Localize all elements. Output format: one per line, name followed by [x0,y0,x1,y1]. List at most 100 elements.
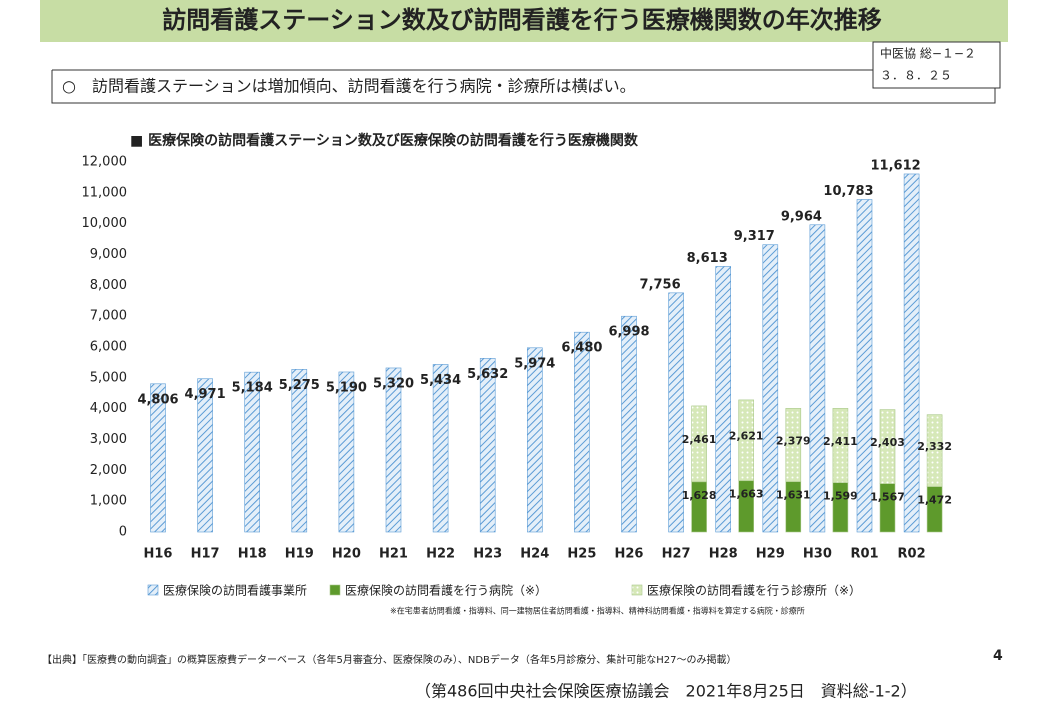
bar [809,224,826,533]
bar [668,292,684,533]
bar [244,371,260,533]
source: 【出典】「医療費の動向調査」の概算医療費データーベース（各年5月審査分、医療保険… [42,653,737,666]
bar [926,414,943,487]
data-label: 2,332 [917,440,952,453]
data-label: 7,756 [640,277,681,292]
legend-label: 医療保険の訪問看護を行う病院（※） [345,583,547,598]
x-tick-label: H28 [709,547,738,562]
bar [879,409,896,484]
page-number: 4 [993,648,1003,664]
bar [526,347,543,533]
y-tick-label: 10,000 [82,216,128,231]
data-label: 5,320 [373,376,414,391]
bar [785,408,802,483]
data-label: 5,632 [467,367,508,382]
data-label: 1,628 [682,489,717,502]
data-label: 5,434 [420,373,461,388]
y-tick-label: 8,000 [90,278,127,293]
x-tick-label: H30 [803,547,832,562]
x-tick-label: H20 [332,547,361,562]
data-label: 4,806 [137,392,178,407]
data-label: 1,472 [917,494,952,507]
bar [832,408,849,483]
data-label: 2,621 [729,429,764,442]
data-label: 9,964 [781,209,822,224]
x-tick-label: H16 [144,547,173,562]
data-label: 6,998 [608,325,649,340]
y-tick-label: 3,000 [90,432,127,447]
y-tick-label: 6,000 [90,340,127,355]
data-label: 5,275 [279,378,320,393]
x-tick-label: H21 [379,547,408,562]
bar [291,369,308,533]
bar [691,405,707,483]
x-tick-label: H23 [473,547,502,562]
data-label: 8,613 [687,251,728,266]
y-tick-label: 1,000 [90,494,127,509]
data-label: 11,612 [871,158,921,173]
legend-label: 医療保険の訪問看護事業所 [163,583,307,598]
x-tick-label: R01 [850,547,878,562]
data-label: 2,411 [823,435,858,448]
data-label: 5,190 [326,380,367,395]
legend-swatch [147,584,159,596]
meeting-box-line: 中医協 総−１−２ [880,46,976,61]
bar [762,244,779,533]
y-tick-label: 4,000 [90,401,127,416]
summary-box [51,69,996,104]
citation: （第486回中央社会保険医療協議会 2021年8月25日 資料総-1-2） [415,682,917,701]
bar [738,399,755,482]
data-label: 6,480 [561,341,602,356]
legend-swatch [631,584,643,596]
data-label: 1,599 [823,490,858,503]
data-label: 2,403 [870,436,905,449]
page-title: 訪問看護ステーション数及び訪問看護を行う医療機関数の年次推移 [162,6,882,34]
x-tick-label: H18 [238,547,267,562]
x-tick-label: H24 [520,547,549,562]
data-label: 1,631 [776,489,811,502]
x-tick-label: H29 [756,547,785,562]
bar [621,315,637,533]
y-tick-label: 0 [119,525,127,540]
bar [574,331,590,533]
y-tick-label: 7,000 [90,309,127,324]
x-tick-label: H26 [615,547,644,562]
meeting-box [872,41,1001,89]
data-label: 2,379 [776,434,811,447]
x-tick-label: H19 [285,547,314,562]
chart-title: ■ 医療保険の訪問看護ステーション数及び医療保険の訪問看護を行う医療機関数 [130,132,639,149]
y-tick-label: 5,000 [90,370,127,385]
bar [856,199,873,533]
y-tick-label: 11,000 [82,185,128,200]
data-label: 2,461 [682,433,717,446]
data-label: 10,783 [823,184,873,199]
bar [479,358,496,533]
bar [903,173,920,533]
x-tick-label: R02 [898,547,926,562]
bar [715,266,732,533]
bar [197,378,213,533]
data-label: 9,317 [734,229,775,244]
x-tick-label: H27 [662,547,691,562]
data-label: 5,184 [232,381,273,396]
y-tick-label: 9,000 [90,247,127,262]
legend-swatch [329,584,341,596]
title-bar [40,0,1008,42]
bar [338,371,355,533]
bar [385,367,402,533]
legend-label: 医療保険の訪問看護を行う診療所（※） [647,583,861,598]
footnote: ※在宅患者訪問看護・指導料、同一建物居住者訪問看護・指導料、精神科訪問看護・指導… [390,606,805,616]
data-label: 4,971 [185,387,226,402]
y-tick-label: 12,000 [82,155,128,170]
bar [150,383,166,533]
data-label: 1,567 [870,491,905,504]
summary: ○ 訪問看護ステーションは増加傾向、訪問看護を行う病院・診療所は横ばい。 [62,77,636,96]
x-tick-label: H17 [191,547,220,562]
y-tick-label: 2,000 [90,463,127,478]
meeting-box-line: ３．８．２５ [880,69,952,83]
data-label: 5,974 [514,356,555,371]
x-tick-label: H22 [426,547,455,562]
data-label: 1,663 [729,488,764,501]
bar [432,364,449,533]
